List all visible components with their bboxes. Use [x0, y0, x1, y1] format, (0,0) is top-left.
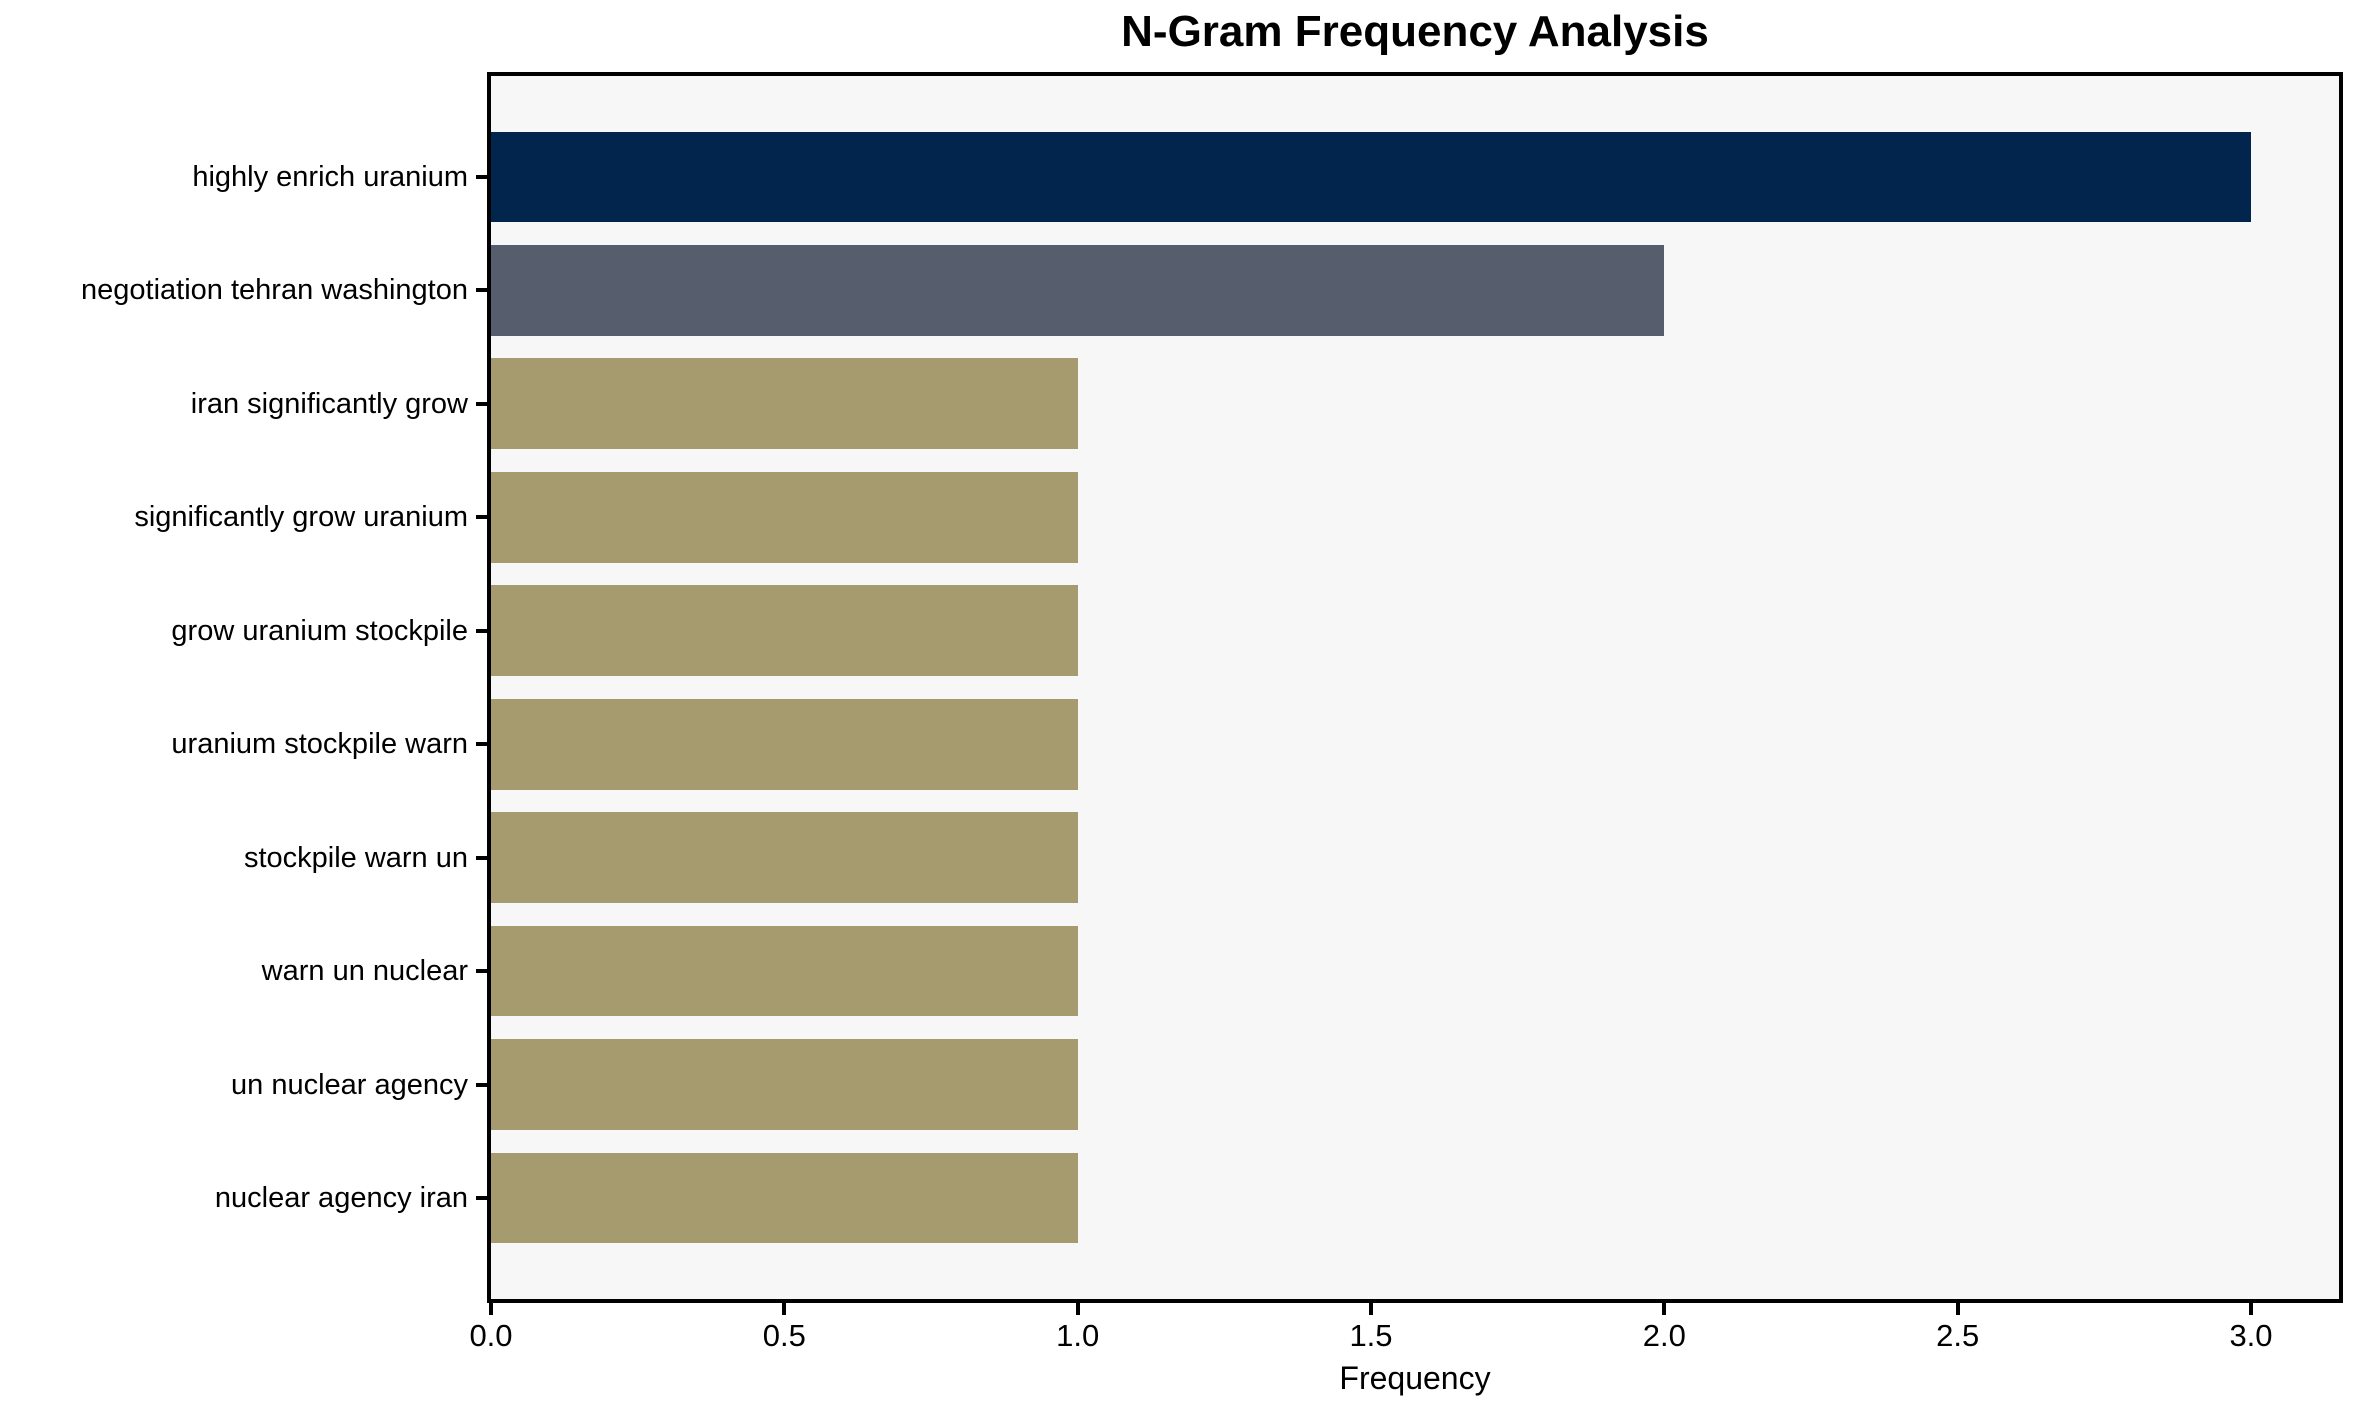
x-tick-mark: [1075, 1303, 1080, 1315]
y-tick-label: negotiation tehran washington: [81, 274, 468, 307]
y-tick-mark: [476, 288, 487, 293]
y-tick-label: stockpile warn un: [243, 841, 468, 874]
x-tick-mark: [1955, 1303, 1960, 1315]
x-tick-label: 0.5: [762, 1318, 806, 1353]
y-tick-mark: [476, 174, 487, 179]
bar: [491, 131, 2251, 223]
x-tick-label: 1.5: [1349, 1318, 1393, 1353]
x-tick-mark: [489, 1303, 493, 1315]
x-tick-label: 2.0: [1642, 1318, 1686, 1353]
y-tick-mark: [476, 742, 487, 747]
x-tick-label: 3.0: [2229, 1318, 2273, 1353]
y-tick-label: un nuclear agency: [231, 1068, 468, 1101]
y-tick-label: significantly grow uranium: [134, 501, 468, 534]
x-tick-mark: [2249, 1303, 2253, 1315]
y-tick-label: warn un nuclear: [261, 955, 468, 988]
x-axis-title: Frequency: [1339, 1360, 1491, 1396]
x-tick-mark: [1662, 1303, 1667, 1315]
y-tick-mark: [476, 855, 487, 860]
x-tick-label: 1.0: [1056, 1318, 1100, 1353]
y-tick-label: highly enrich uranium: [192, 160, 468, 193]
bar: [491, 245, 1665, 336]
x-tick-label: 0.0: [469, 1318, 513, 1353]
bar: [491, 925, 1078, 1017]
y-tick-mark: [476, 515, 487, 520]
x-tick-label: 2.5: [1936, 1318, 1980, 1353]
y-tick-mark: [476, 401, 487, 406]
bar: [491, 1152, 1078, 1244]
y-tick-label: grow uranium stockpile: [171, 614, 468, 647]
plot-area: [487, 72, 2343, 1303]
bars-layer: [491, 76, 2339, 1299]
y-tick-mark: [476, 1196, 487, 1201]
bar: [491, 698, 1078, 790]
y-tick-mark: [476, 628, 487, 633]
chart-title: N-Gram Frequency Analysis: [1121, 7, 1709, 56]
y-tick-label: iran significantly grow: [190, 387, 468, 420]
x-tick-mark: [1369, 1303, 1373, 1315]
bar: [491, 358, 1078, 450]
y-tick-label: nuclear agency iran: [214, 1182, 468, 1215]
y-tick-label: uranium stockpile warn: [171, 728, 468, 761]
x-tick-mark: [782, 1303, 787, 1315]
y-tick-mark: [476, 1082, 487, 1087]
bar: [491, 812, 1078, 904]
bar: [491, 1039, 1078, 1130]
bar: [491, 471, 1078, 563]
bar: [491, 585, 1078, 677]
y-tick-mark: [476, 969, 487, 974]
